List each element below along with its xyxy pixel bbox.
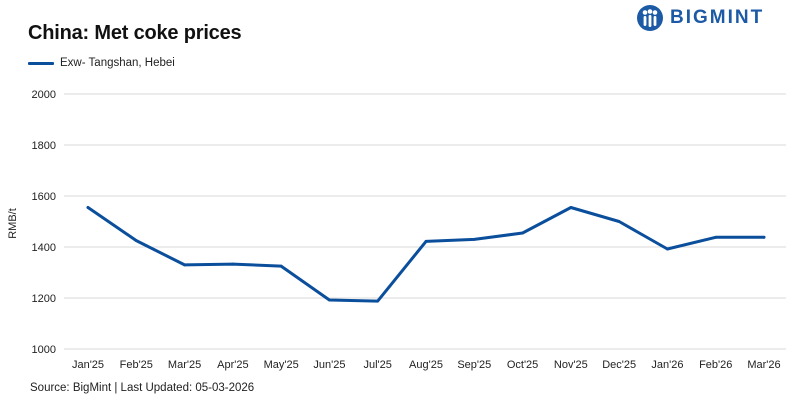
x-tick-label: May'25 (264, 359, 299, 371)
data-point (86, 206, 90, 209)
x-tick-label: Jun'25 (313, 359, 345, 371)
x-tick-label: Mar'26 (747, 359, 780, 371)
data-point (521, 231, 524, 235)
x-tick-label: Dec'25 (602, 359, 636, 371)
data-point (666, 247, 669, 251)
data-point (134, 239, 138, 243)
bigmint-logo-icon (637, 5, 663, 31)
x-tick-label: Sep'25 (457, 359, 491, 371)
x-tick-label: Jan'25 (72, 359, 104, 371)
bigmint-logo: BIGMINT (636, 3, 764, 33)
x-tick-label: Mar'25 (168, 359, 201, 371)
y-tick-label-1400: 1400 (32, 242, 56, 254)
series-line-0 (86, 206, 766, 303)
data-point (279, 264, 283, 268)
data-point (231, 262, 235, 266)
series-layer (86, 206, 766, 303)
data-point (376, 299, 380, 303)
data-point (328, 298, 331, 302)
legend-label: Exw- Tangshan, Hebei (60, 57, 175, 69)
data-point (762, 235, 766, 239)
logo-text: BIGMINT (670, 7, 765, 28)
source-note: Source: BigMint | Last Updated: 05-03-20… (30, 382, 255, 394)
data-point (183, 263, 186, 267)
x-tick-label: Oct'25 (507, 359, 538, 371)
x-tick-label: Aug'25 (409, 359, 443, 371)
data-point (617, 220, 621, 223)
y-axis-label: RMB/t (7, 208, 19, 239)
x-axis-ticks: Jan'25 Feb'25 Mar'25 Apr'25 May'25 Jun'25 Jul'… (72, 359, 781, 371)
data-point (472, 237, 476, 241)
legend-swatch (28, 61, 54, 65)
x-tick-label: Apr'25 (217, 359, 248, 371)
x-tick-label: Jul'25 (364, 359, 392, 371)
x-tick-label: Feb'26 (699, 359, 732, 371)
data-point (424, 239, 428, 243)
x-tick-label: Feb'25 (120, 359, 153, 371)
y-axis-ticks: 1000 1200 1400 1600 1800 2000 (32, 89, 56, 356)
legend: Exw- Tangshan, Hebei (28, 56, 175, 70)
y-tick-label-1600: 1600 (32, 191, 56, 203)
grid-lines (64, 93, 786, 350)
y-tick-label-1800: 1800 (32, 140, 56, 152)
y-tick-label-2000: 2000 (32, 89, 56, 101)
y-tick-label-1200: 1200 (32, 293, 56, 305)
chart-title: China: Met coke prices (28, 22, 242, 44)
y-tick-label-1000: 1000 (32, 344, 56, 356)
data-point (714, 235, 718, 239)
data-point (569, 206, 573, 209)
x-tick-label: Jan'26 (651, 359, 683, 371)
x-tick-label: Nov'25 (554, 359, 588, 371)
